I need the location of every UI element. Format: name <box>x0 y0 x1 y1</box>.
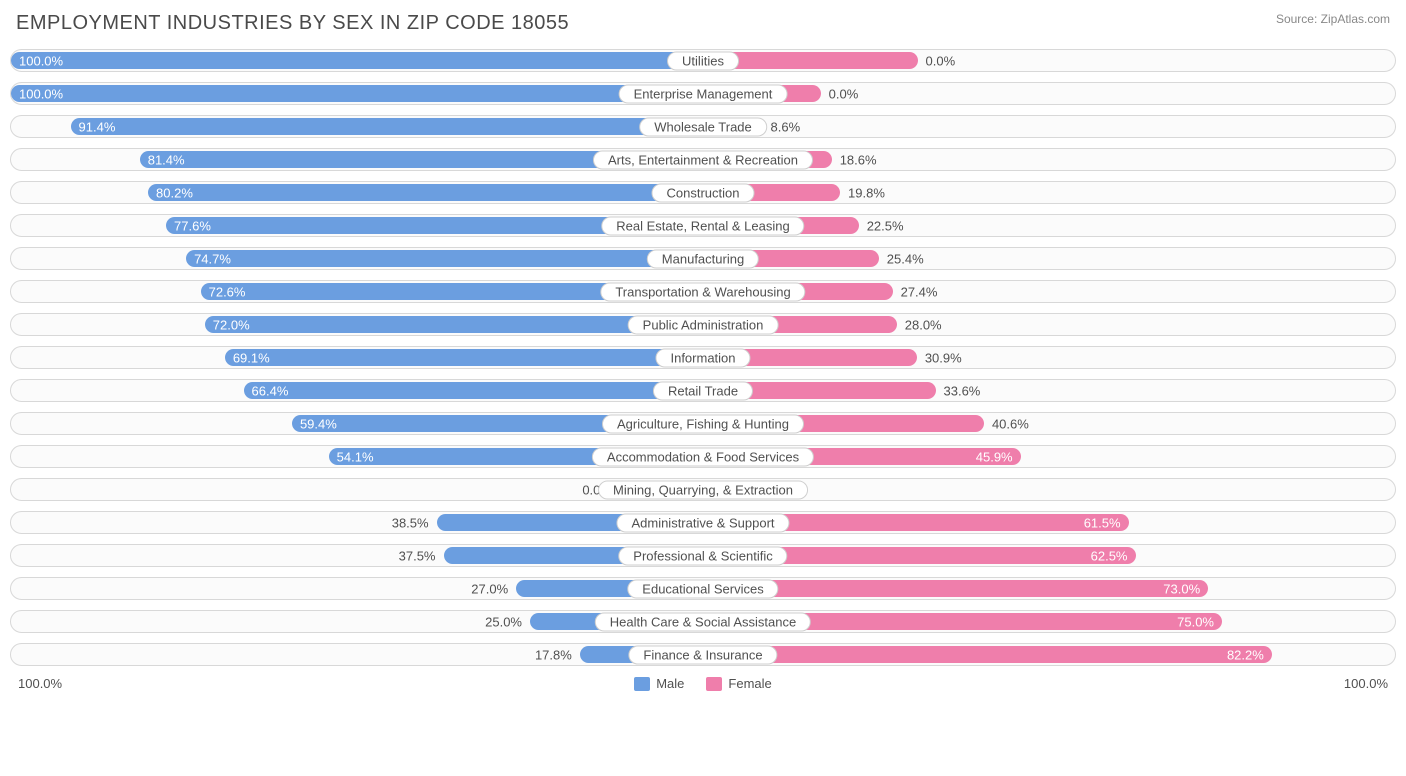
axis-label-right: 100.0% <box>1344 676 1388 691</box>
female-percent-label: 61.5% <box>1084 515 1121 530</box>
row-label: Accommodation & Food Services <box>592 447 814 466</box>
male-percent-label: 91.4% <box>79 119 116 134</box>
axis-label-left: 100.0% <box>18 676 62 691</box>
male-percent-label: 25.0% <box>485 614 522 629</box>
row-label: Enterprise Management <box>619 84 788 103</box>
chart-row: 81.4% 18.6% Arts, Entertainment & Recreati… <box>10 148 1396 171</box>
row-label: Educational Services <box>627 579 778 598</box>
male-percent-label: 100.0% <box>19 86 63 101</box>
female-bar: 82.2% <box>703 646 1272 663</box>
female-percent-label: 0.0% <box>926 53 956 68</box>
chart-row: 80.2% 19.8% Construction <box>10 181 1396 204</box>
row-label: Finance & Insurance <box>628 645 777 664</box>
female-percent-label: 40.6% <box>992 416 1029 431</box>
male-bar: 66.4% <box>244 382 703 399</box>
chart-row: 17.8% 82.2% Finance & Insurance <box>10 643 1396 666</box>
female-percent-label: 62.5% <box>1091 548 1128 563</box>
chart-row: 100.0% 0.0% Utilities <box>10 49 1396 72</box>
chart-row: 25.0% 75.0% Health Care & Social Assistanc… <box>10 610 1396 633</box>
male-bar: 100.0% <box>11 52 703 69</box>
chart-row: 0.0%0.0%Mining, Quarrying, & Extraction <box>10 478 1396 501</box>
chart-source: Source: ZipAtlas.com <box>1276 12 1390 26</box>
row-label: Agriculture, Fishing & Hunting <box>602 414 804 433</box>
row-label: Real Estate, Rental & Leasing <box>601 216 804 235</box>
male-percent-label: 81.4% <box>148 152 185 167</box>
chart-row: 37.5% 62.5% Professional & Scientific <box>10 544 1396 567</box>
legend-male-label: Male <box>656 676 684 691</box>
male-percent-label: 80.2% <box>156 185 193 200</box>
male-percent-label: 69.1% <box>233 350 270 365</box>
legend-item-male: Male <box>634 676 684 691</box>
female-percent-label: 33.6% <box>944 383 981 398</box>
row-label: Health Care & Social Assistance <box>595 612 811 631</box>
female-percent-label: 19.8% <box>848 185 885 200</box>
male-swatch-icon <box>634 677 650 691</box>
female-percent-label: 18.6% <box>840 152 877 167</box>
female-bar: 73.0% <box>703 580 1208 597</box>
female-percent-label: 73.0% <box>1163 581 1200 596</box>
row-label: Retail Trade <box>653 381 753 400</box>
female-percent-label: 82.2% <box>1227 647 1264 662</box>
chart-row: 69.1% 30.9% Information <box>10 346 1396 369</box>
chart-row: 100.0% 0.0% Enterprise Management <box>10 82 1396 105</box>
chart-title: EMPLOYMENT INDUSTRIES BY SEX IN ZIP CODE… <box>16 12 569 35</box>
female-percent-label: 22.5% <box>867 218 904 233</box>
male-bar: 80.2% <box>148 184 703 201</box>
chart-row: 38.5% 61.5% Administrative & Support <box>10 511 1396 534</box>
row-label: Manufacturing <box>647 249 759 268</box>
male-percent-label: 37.5% <box>399 548 436 563</box>
row-label: Utilities <box>667 51 739 70</box>
female-percent-label: 25.4% <box>887 251 924 266</box>
male-percent-label: 72.6% <box>209 284 246 299</box>
chart-row: 59.4% 40.6% Agriculture, Fishing & Hunting <box>10 412 1396 435</box>
male-percent-label: 74.7% <box>194 251 231 266</box>
row-label: Public Administration <box>628 315 779 334</box>
chart-area: 100.0% 0.0% Utilities 100.0% 0.0% Enterprise … <box>10 49 1396 666</box>
chart-row: 74.7% 25.4% Manufacturing <box>10 247 1396 270</box>
male-bar: 69.1% <box>225 349 703 366</box>
chart-row: 91.4% 8.6% Wholesale Trade <box>10 115 1396 138</box>
male-bar: 74.7% <box>186 250 703 267</box>
male-percent-label: 38.5% <box>392 515 429 530</box>
chart-row: 72.6% 27.4% Transportation & Warehousing <box>10 280 1396 303</box>
female-swatch-icon <box>706 677 722 691</box>
female-percent-label: 0.0% <box>829 86 859 101</box>
chart-row: 27.0% 73.0% Educational Services <box>10 577 1396 600</box>
row-label: Mining, Quarrying, & Extraction <box>598 480 808 499</box>
row-label: Construction <box>652 183 755 202</box>
chart-row: 72.0% 28.0% Public Administration <box>10 313 1396 336</box>
row-label: Arts, Entertainment & Recreation <box>593 150 813 169</box>
chart-header: EMPLOYMENT INDUSTRIES BY SEX IN ZIP CODE… <box>10 12 1396 35</box>
male-percent-label: 66.4% <box>252 383 289 398</box>
female-percent-label: 27.4% <box>901 284 938 299</box>
row-label: Wholesale Trade <box>639 117 767 136</box>
female-percent-label: 8.6% <box>771 119 801 134</box>
male-percent-label: 27.0% <box>471 581 508 596</box>
male-percent-label: 59.4% <box>300 416 337 431</box>
female-percent-label: 45.9% <box>976 449 1013 464</box>
row-label: Administrative & Support <box>616 513 789 532</box>
chart-legend: 100.0% Male Female 100.0% <box>10 676 1396 691</box>
male-percent-label: 100.0% <box>19 53 63 68</box>
female-percent-label: 28.0% <box>905 317 942 332</box>
legend-female-label: Female <box>728 676 771 691</box>
male-percent-label: 77.6% <box>174 218 211 233</box>
row-label: Information <box>655 348 750 367</box>
female-percent-label: 30.9% <box>925 350 962 365</box>
male-percent-label: 72.0% <box>213 317 250 332</box>
male-bar: 91.4% <box>71 118 703 135</box>
legend-item-female: Female <box>706 676 771 691</box>
row-label: Professional & Scientific <box>618 546 787 565</box>
chart-row: 77.6% 22.5% Real Estate, Rental & Leasing <box>10 214 1396 237</box>
male-percent-label: 54.1% <box>337 449 374 464</box>
chart-row: 54.1% 45.9% Accommodation & Food Services <box>10 445 1396 468</box>
row-label: Transportation & Warehousing <box>600 282 805 301</box>
male-bar: 100.0% <box>11 85 703 102</box>
female-percent-label: 75.0% <box>1177 614 1214 629</box>
male-percent-label: 17.8% <box>535 647 572 662</box>
chart-row: 66.4% 33.6% Retail Trade <box>10 379 1396 402</box>
